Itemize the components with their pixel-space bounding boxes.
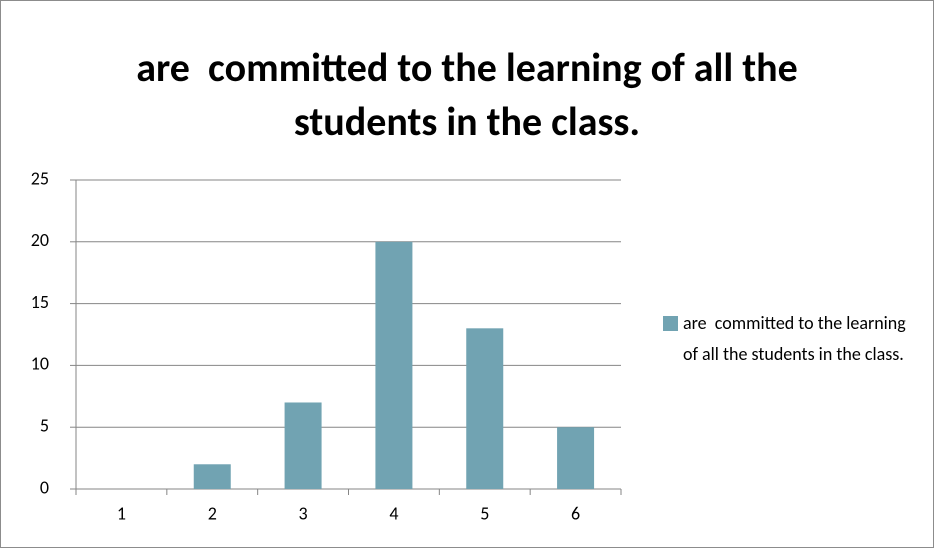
y-tick-label: 20	[31, 229, 49, 251]
legend: are committed to the learning of all the…	[663, 308, 923, 370]
bar	[193, 464, 231, 489]
x-tick-label: 6	[571, 502, 580, 524]
x-tick-label: 5	[480, 502, 489, 524]
chart-title: are committed to the learning of all the…	[136, 43, 807, 146]
legend-swatch	[663, 316, 678, 331]
x-tick-label: 3	[299, 502, 308, 524]
x-tick-label: 1	[117, 502, 126, 524]
legend-label: are committed to the learning of all the…	[683, 312, 910, 365]
bar	[466, 328, 504, 489]
y-tick-label: 15	[31, 291, 49, 313]
x-tick-label: 4	[389, 502, 398, 524]
x-tick-label: 2	[208, 502, 217, 524]
y-tick-label: 10	[31, 353, 49, 375]
bar	[557, 427, 595, 489]
y-tick-label: 5	[40, 414, 49, 436]
bar	[284, 402, 322, 489]
y-tick-label: 25	[31, 167, 49, 189]
y-tick-label: 0	[40, 476, 49, 498]
bar	[375, 241, 413, 489]
